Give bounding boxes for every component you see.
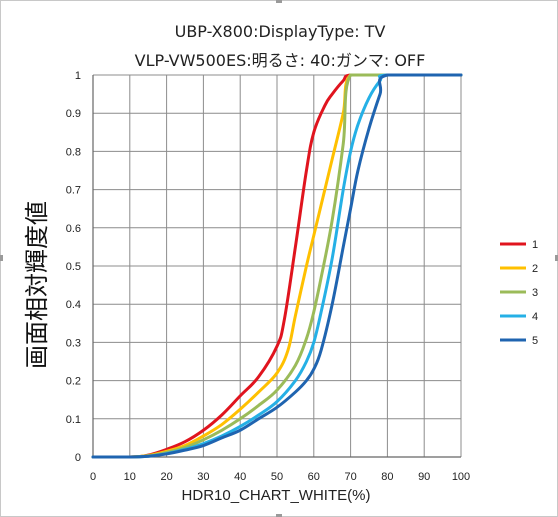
x-tick-label: 0	[90, 471, 96, 483]
y-tick-label: 0.2	[66, 376, 81, 388]
x-tick-label: 30	[197, 471, 209, 483]
y-tick-label: 0.9	[66, 108, 81, 120]
x-tick-label: 20	[160, 471, 172, 483]
chart-title: UBP-X800:DisplayType: TV	[175, 22, 386, 41]
resize-handle-top[interactable]	[276, 0, 282, 3]
y-tick-label: 0.3	[66, 337, 81, 349]
y-tick-label: 0.6	[66, 223, 81, 235]
chart-subtitle: VLP-VW500ES:明るさ: 40:ガンマ: OFF	[135, 51, 426, 70]
x-tick-label: 10	[124, 471, 136, 483]
x-axis-label: HDR10_CHART_WHITE(%)	[182, 487, 371, 504]
legend-label-3: 3	[532, 287, 538, 299]
series-lines	[91, 73, 463, 459]
series-line-1	[91, 73, 463, 459]
legend-label-2: 2	[532, 263, 538, 275]
x-tick-label: 100	[452, 471, 470, 483]
y-axis-label: 画面相対輝度値	[23, 201, 51, 369]
y-tick-label: 0.8	[66, 146, 81, 158]
y-tick-label: 1	[75, 70, 81, 82]
y-tick-label: 0.7	[66, 185, 81, 197]
x-tick-label: 50	[271, 471, 283, 483]
legend-label-1: 1	[532, 239, 538, 251]
y-tick-label: 0.4	[66, 299, 81, 311]
tick-labels: 0 10 20 30 40 50 60 70 80 90 100 0 0.1 0.2 0.3 0.4 0.5 0.…	[66, 70, 470, 483]
y-tick-label: 0.5	[66, 261, 81, 273]
resize-handle-bottom[interactable]	[276, 514, 282, 517]
grid	[92, 74, 462, 458]
legend-label-5: 5	[532, 335, 538, 347]
x-tick-label: 60	[308, 471, 320, 483]
y-tick-label: 0	[75, 452, 81, 464]
legend: 1 2 3 4 5	[500, 239, 538, 347]
x-tick-label: 70	[344, 471, 356, 483]
legend-label-4: 4	[532, 311, 538, 323]
x-tick-label: 90	[418, 471, 430, 483]
resize-handle-left[interactable]	[0, 255, 3, 261]
x-tick-label: 80	[381, 471, 393, 483]
y-tick-label: 0.1	[66, 414, 81, 426]
resize-handle-right[interactable]	[555, 255, 558, 261]
series-line-5	[91, 73, 463, 459]
x-tick-label: 40	[234, 471, 246, 483]
